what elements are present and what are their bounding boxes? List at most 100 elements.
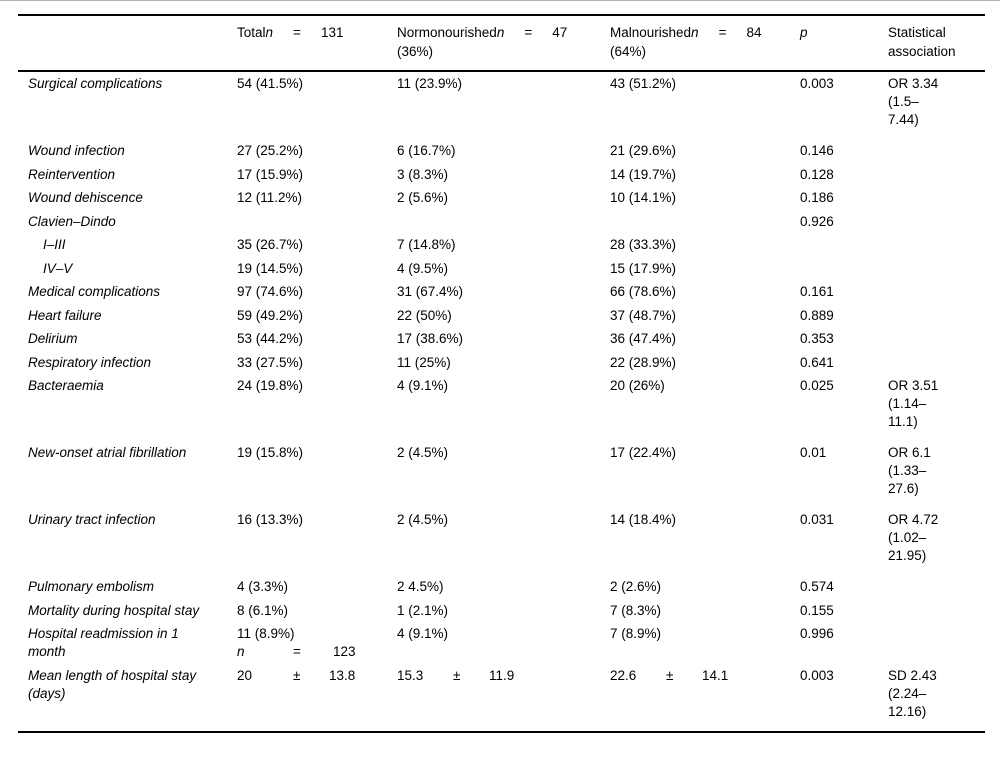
cell-malnourished: 66 (78.6%) bbox=[610, 284, 677, 299]
cell-normonourished: 2 (4.5%) bbox=[397, 512, 449, 527]
cell-p-value: 0.031 bbox=[800, 512, 834, 527]
cell-malnourished: 36 (47.4%) bbox=[610, 331, 677, 346]
cell-normonourished: 17 (38.6%) bbox=[397, 331, 464, 346]
header-normo-label: Normonourished bbox=[397, 25, 497, 40]
header-normo-eq: = bbox=[524, 25, 533, 40]
cell-total: 35 (26.7%) bbox=[237, 237, 304, 252]
header-malno-count: 84 bbox=[746, 25, 762, 40]
table-row: Heart failure 59 (49.2%) 22 (50%) 37 (48… bbox=[18, 304, 985, 328]
cell-total: 27 (25.2%) bbox=[237, 143, 304, 158]
cell-p-value: 0.003 bbox=[800, 76, 834, 91]
cell-p-value: 0.889 bbox=[800, 307, 834, 323]
header-p-value: p bbox=[800, 15, 888, 72]
header-empty bbox=[18, 15, 237, 72]
cell-statistical-association: OR 3.34 (1.5– 7.44) bbox=[888, 71, 985, 139]
header-row: Totaln = 131 Normonourishedn = 47 (36%) Malno… bbox=[18, 15, 985, 72]
table-row: New-onset atrial fibrillation 19 (15.8%)… bbox=[18, 441, 985, 508]
cell-normonourished: 4 (9.1%) bbox=[397, 626, 449, 641]
header-total-label: Total bbox=[237, 25, 266, 40]
cell-statistical-association bbox=[888, 599, 985, 623]
header-malno-eq: = bbox=[718, 25, 727, 40]
cell-malnourished: 37 (48.7%) bbox=[610, 307, 677, 323]
cell-p-value: 0.641 bbox=[800, 354, 834, 370]
row-label: Heart failure bbox=[28, 307, 102, 323]
cell-normonourished: 2 (5.6%) bbox=[397, 190, 449, 205]
header-malnourished: Malnourishedn = 84 (64%) bbox=[610, 15, 800, 72]
stat-line: SD 2.43 bbox=[888, 667, 937, 683]
cell-malnourished: 14 (19.7%) bbox=[610, 166, 677, 182]
cell-p-value: 0.128 bbox=[800, 166, 834, 182]
cell-statistical-association: OR 6.1 (1.33– 27.6) bbox=[888, 441, 985, 508]
header-normo-n: n bbox=[496, 25, 505, 40]
stat-line: 27.6) bbox=[888, 481, 919, 496]
row-label: Pulmonary embolism bbox=[28, 579, 155, 594]
cell-total: 54 (41.5%) bbox=[237, 76, 304, 91]
cell-malnourished: 22 (28.9%) bbox=[610, 354, 677, 370]
cell-normonourished bbox=[397, 210, 610, 234]
cell-malnourished: 21 (29.6%) bbox=[610, 143, 677, 158]
stat-line: (2.24– bbox=[888, 685, 927, 701]
cell-p-value: 0.003 bbox=[800, 667, 834, 683]
cell-malnourished: 7 (8.3%) bbox=[610, 602, 662, 618]
cell-statistical-association bbox=[888, 351, 985, 375]
row-label: Mean length of hospital stay (days) bbox=[28, 667, 197, 701]
cell-malnourished: 10 (14.1%) bbox=[610, 190, 677, 205]
cell-p-value: 0.186 bbox=[800, 190, 834, 205]
cell-normonourished: 11 (25%) bbox=[397, 354, 451, 370]
header-normo-percent: (36%) bbox=[397, 44, 434, 59]
cell-total: 33 (27.5%) bbox=[237, 354, 304, 370]
cell-malnourished: 7 (8.9%) bbox=[610, 626, 662, 641]
stat-line: 12.16) bbox=[888, 703, 927, 719]
row-label: Reintervention bbox=[28, 166, 116, 182]
table-row: Mortality during hospital stay 8 (6.1%) … bbox=[18, 599, 985, 623]
header-malno-percent: (64%) bbox=[610, 44, 647, 59]
cell-normonourished: 6 (16.7%) bbox=[397, 143, 456, 158]
cell-statistical-association bbox=[888, 304, 985, 328]
cell-p-value bbox=[800, 257, 888, 281]
row-label: Respiratory infection bbox=[28, 354, 152, 370]
cell-statistical-association bbox=[888, 622, 985, 664]
cell-statistical-association bbox=[888, 280, 985, 304]
cell-p-value: 0.025 bbox=[800, 378, 834, 393]
table-row: Medical complications 97 (74.6%) 31 (67.… bbox=[18, 280, 985, 304]
row-label: I–III bbox=[43, 237, 66, 252]
cell-statistical-association bbox=[888, 327, 985, 351]
header-statistical-association: Statistical association bbox=[888, 15, 985, 72]
table-row: Clavien–Dindo 0.926 bbox=[18, 210, 985, 234]
cell-statistical-association bbox=[888, 139, 985, 163]
cell-normonourished: 15.3 ±11.9 bbox=[397, 667, 515, 683]
row-label: Medical complications bbox=[28, 284, 161, 299]
cell-total bbox=[237, 210, 397, 234]
cell-normonourished: 4 (9.1%) bbox=[397, 378, 449, 393]
table-row: Hospital readmission in 1 month 11 (8.9%… bbox=[18, 622, 985, 664]
stat-line: OR 3.34 bbox=[888, 76, 939, 91]
cell-malnourished: 20 (26%) bbox=[610, 378, 665, 393]
cell-malnourished: 14 (18.4%) bbox=[610, 512, 677, 527]
cell-p-value bbox=[800, 233, 888, 257]
row-label: Wound infection bbox=[28, 143, 125, 158]
cell-statistical-association: OR 4.72 (1.02– 21.95) bbox=[888, 508, 985, 575]
stat-line: 11.1) bbox=[888, 414, 918, 429]
table-row: Bacteraemia 24 (19.8%) 4 (9.1%) 20 (26%)… bbox=[18, 374, 985, 441]
cell-p-value: 0.161 bbox=[800, 284, 834, 299]
cell-total: 11 (8.9%) n = 123 bbox=[237, 622, 397, 664]
table-row: Wound dehiscence 12 (11.2%) 2 (5.6%) 10 … bbox=[18, 186, 985, 210]
cell-malnourished: 17 (22.4%) bbox=[610, 445, 677, 460]
stat-line: (1.02– bbox=[888, 530, 927, 545]
cell-p-value: 0.353 bbox=[800, 331, 834, 346]
outcomes-table-container: Totaln = 131 Normonourishedn = 47 (36%) Malno… bbox=[18, 14, 985, 733]
table-row: Wound infection 27 (25.2%) 6 (16.7%) 21 … bbox=[18, 139, 985, 163]
cell-malnourished: 43 (51.2%) bbox=[610, 76, 677, 91]
cell-p-value: 0.996 bbox=[800, 626, 834, 641]
outcomes-table: Totaln = 131 Normonourishedn = 47 (36%) Malno… bbox=[18, 14, 985, 733]
cell-malnourished: 28 (33.3%) bbox=[610, 237, 677, 252]
cell-normonourished: 7 (14.8%) bbox=[397, 237, 456, 252]
table-row: Delirium 53 (44.2%) 17 (38.6%) 36 (47.4%… bbox=[18, 327, 985, 351]
stat-line: (1.33– bbox=[888, 463, 927, 478]
header-normo-count: 47 bbox=[552, 25, 568, 40]
header-malno-n: n bbox=[691, 25, 699, 40]
cell-total: 20 ±13.8 bbox=[237, 667, 356, 683]
cell-normonourished: 22 (50%) bbox=[397, 307, 452, 323]
cell-normonourished: 3 (8.3%) bbox=[397, 166, 449, 182]
cell-total: 97 (74.6%) bbox=[237, 284, 304, 299]
